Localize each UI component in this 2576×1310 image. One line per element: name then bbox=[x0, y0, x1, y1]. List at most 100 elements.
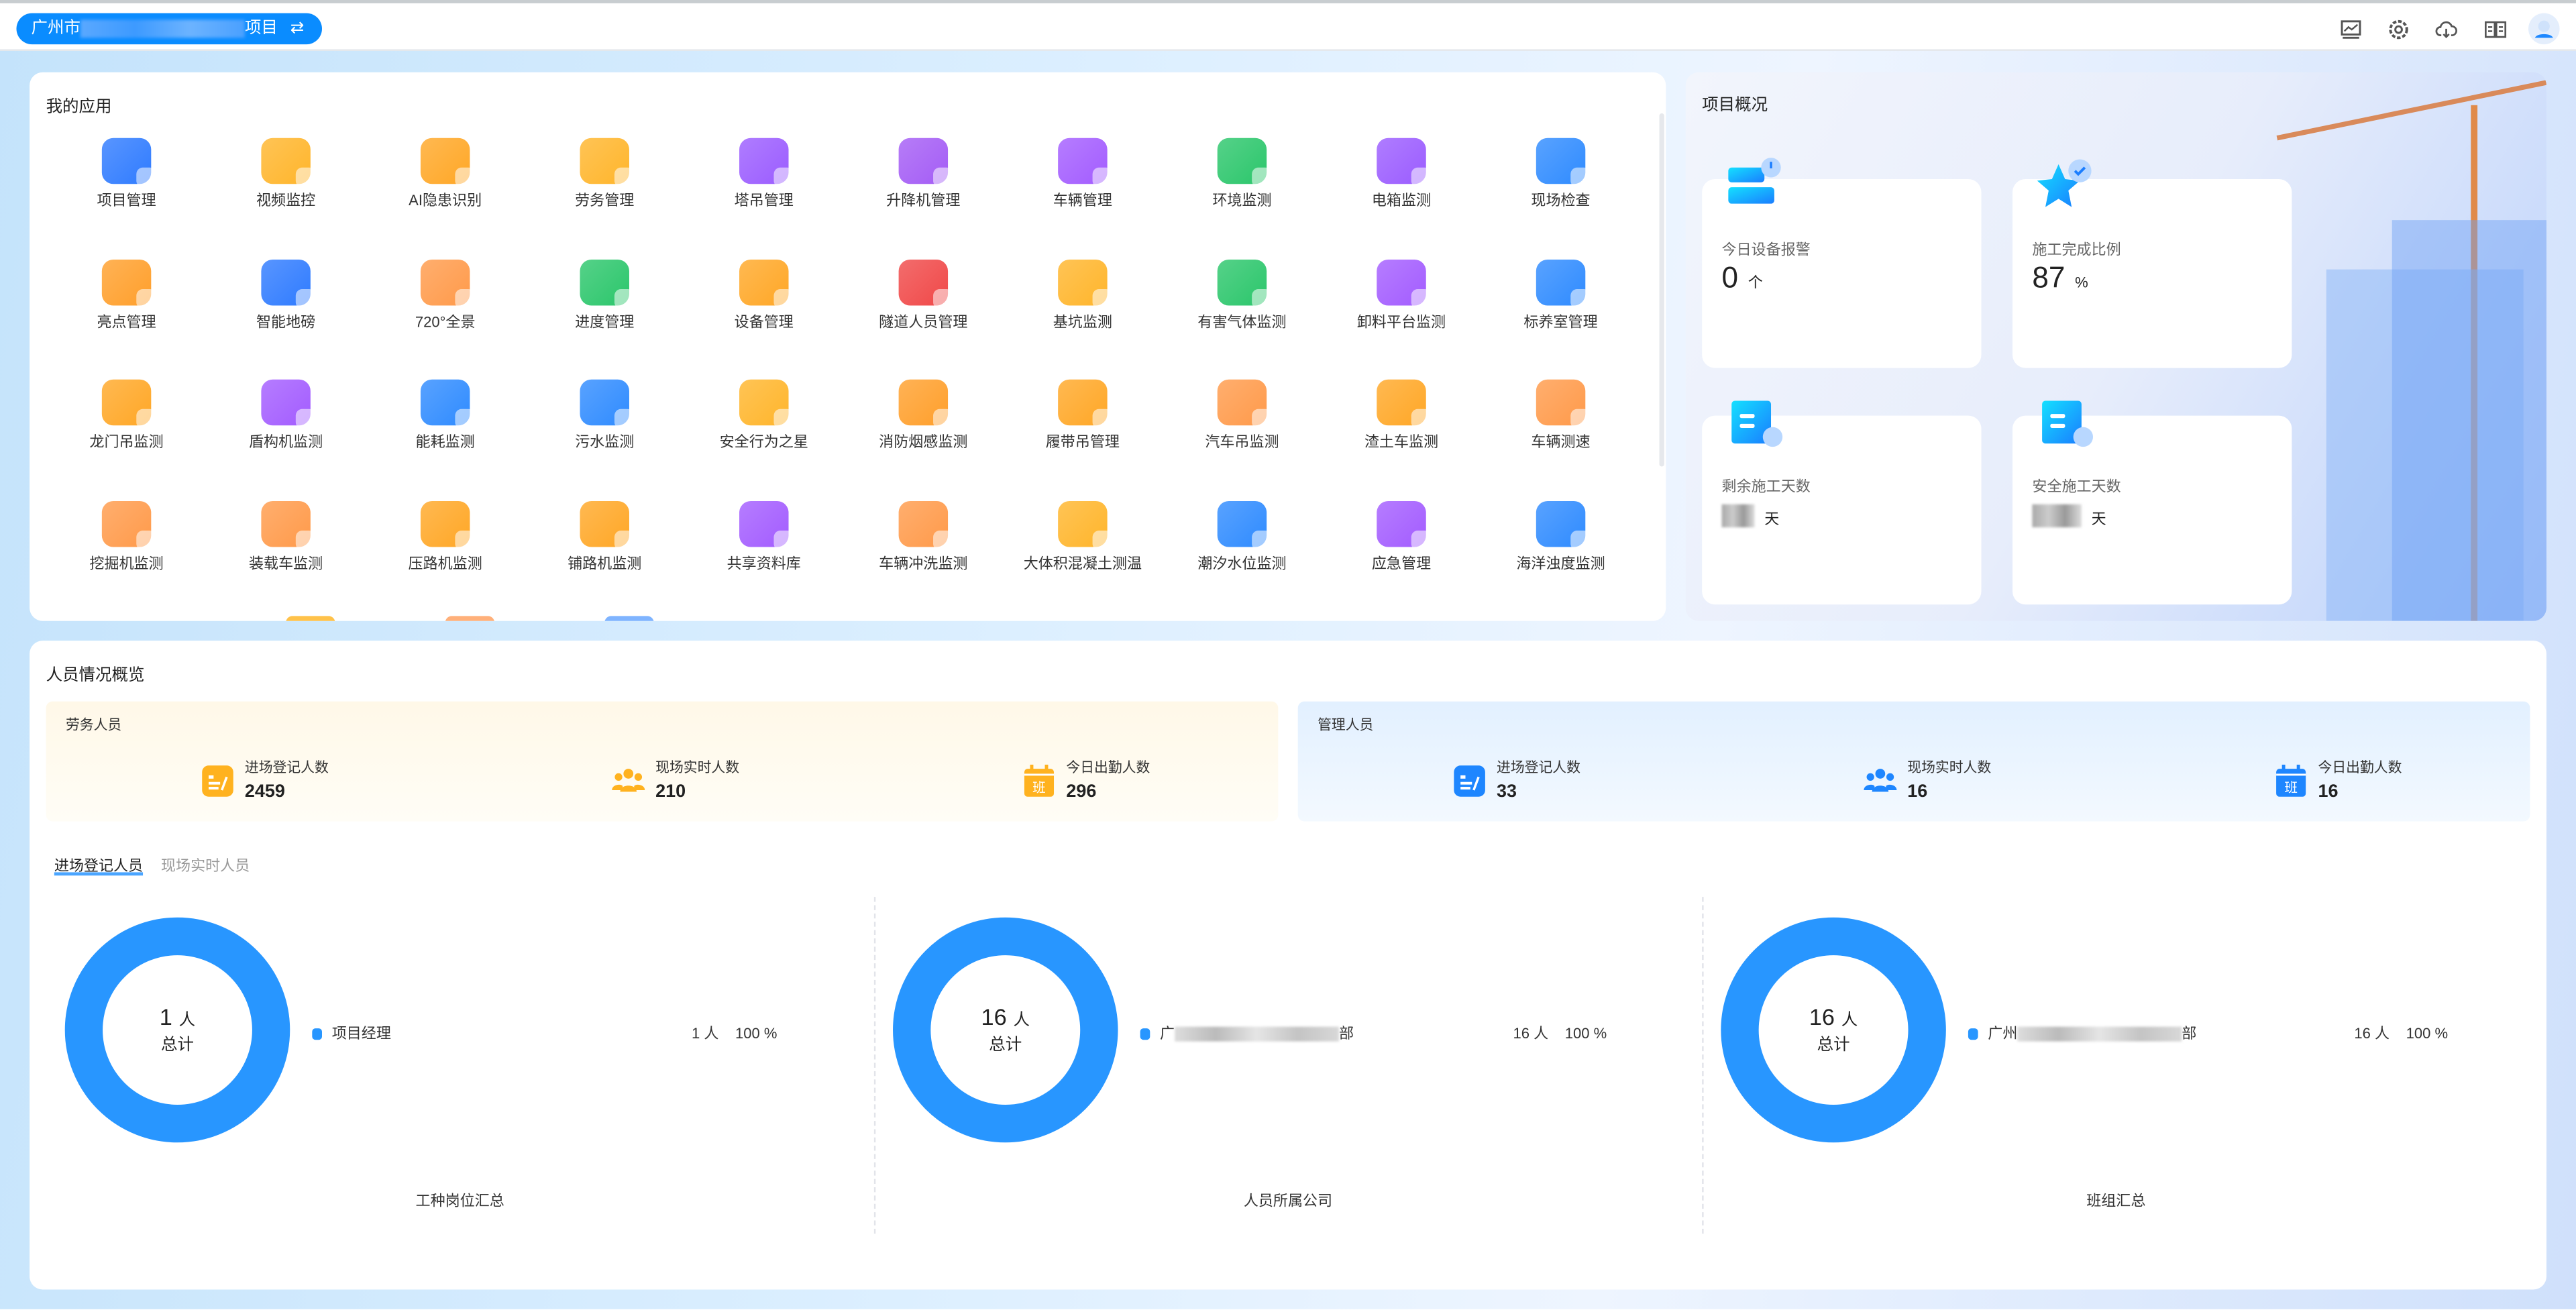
app-label: 能耗监测 bbox=[415, 433, 475, 451]
donut-slice[interactable] bbox=[64, 917, 290, 1143]
app-tile[interactable]: 车辆管理 bbox=[1009, 138, 1157, 211]
register-form-icon bbox=[201, 764, 235, 798]
app-tile[interactable]: 有害气体监测 bbox=[1168, 258, 1316, 331]
app-label: 视频监控 bbox=[256, 192, 316, 209]
donut-total-label: 总计 bbox=[1817, 1036, 1850, 1055]
app-tile[interactable]: 车辆冲洗监测 bbox=[849, 500, 997, 573]
project-name-prefix: 广州市 bbox=[31, 19, 81, 38]
svg-text:班: 班 bbox=[1032, 780, 1046, 795]
tab-registered-personnel[interactable]: 进场登记人员 bbox=[54, 857, 144, 874]
overview-card-value: 天 bbox=[1721, 498, 1779, 532]
user-avatar-icon[interactable] bbox=[2528, 13, 2560, 45]
app-tile[interactable]: 视频监控 bbox=[212, 138, 360, 211]
app-tile[interactable]: 隧道人员管理 bbox=[849, 258, 997, 331]
overview-title: 项目概况 bbox=[1702, 97, 1768, 115]
tab-onsite-personnel[interactable]: 现场实时人员 bbox=[161, 857, 250, 874]
gear-icon[interactable] bbox=[2387, 18, 2410, 41]
app-tile[interactable]: 海洋浊度监测 bbox=[1487, 500, 1634, 573]
app-icon bbox=[101, 500, 156, 550]
app-icon bbox=[261, 258, 316, 309]
project-switcher[interactable]: 广州市 项目 ⇄ bbox=[16, 13, 323, 45]
monitor-chart-icon[interactable] bbox=[2339, 18, 2362, 41]
labor-stats-box: 劳务人员 进场登记人数 2459 现场实时人数 210 班 今日出勤人数 296 bbox=[46, 701, 1279, 822]
app-tile[interactable]: 塔吊管理 bbox=[690, 138, 838, 211]
app-tile[interactable]: 铺路机监测 bbox=[531, 500, 678, 573]
app-icon bbox=[1377, 379, 1432, 429]
app-icon bbox=[1377, 500, 1432, 550]
redacted-value bbox=[1721, 504, 1755, 528]
app-icon bbox=[1217, 258, 1272, 309]
app-icon bbox=[420, 500, 475, 550]
people-group-icon bbox=[611, 764, 645, 798]
project-name-suffix: 项目 bbox=[244, 19, 278, 38]
cloud-download-icon[interactable] bbox=[2434, 18, 2457, 41]
apps-scrollbar[interactable] bbox=[1659, 113, 1664, 467]
svg-text:班: 班 bbox=[2284, 780, 2298, 795]
app-label: 车辆管理 bbox=[1053, 192, 1112, 209]
app-icon bbox=[1536, 379, 1591, 429]
chart-divider bbox=[1702, 897, 1704, 1234]
app-tile[interactable]: 压路机监测 bbox=[371, 500, 519, 573]
app-tile[interactable]: 进度管理 bbox=[531, 258, 678, 331]
app-tile[interactable]: 720°全景 bbox=[371, 258, 519, 331]
app-tile[interactable]: 挖掘机监测 bbox=[52, 500, 200, 573]
register-form-icon bbox=[1452, 764, 1487, 798]
app-tile[interactable]: 渣土车监测 bbox=[1328, 379, 1475, 452]
app-tile[interactable]: 电箱监测 bbox=[1328, 138, 1475, 211]
app-tile[interactable]: 项目管理 bbox=[52, 138, 200, 211]
app-label: 现场检查 bbox=[1531, 192, 1591, 209]
app-label: 共享资料库 bbox=[727, 554, 801, 571]
app-tile[interactable]: 共享资料库 bbox=[690, 500, 838, 573]
legend-item[interactable]: 广部 bbox=[1140, 1022, 1354, 1043]
app-tile[interactable]: 基坑监测 bbox=[1009, 258, 1157, 331]
book-icon[interactable] bbox=[2484, 18, 2507, 41]
app-tile[interactable]: 汽车吊监测 bbox=[1168, 379, 1316, 452]
stat-value: 296 bbox=[1066, 781, 1097, 802]
app-tile[interactable]: 履带吊管理 bbox=[1009, 379, 1157, 452]
app-label: 潮汐水位监测 bbox=[1197, 554, 1287, 571]
app-label: 720°全景 bbox=[415, 313, 476, 330]
stat-label: 进场登记人数 bbox=[1497, 759, 1580, 775]
donut-svg bbox=[1721, 917, 1946, 1143]
legend-item[interactable]: 项目经理 bbox=[312, 1022, 391, 1043]
app-tile[interactable]: 应急管理 bbox=[1328, 500, 1475, 573]
donut-slice[interactable] bbox=[1721, 917, 1946, 1143]
redacted-text bbox=[1175, 1026, 1339, 1042]
donut-slice[interactable] bbox=[893, 917, 1118, 1143]
app-tile[interactable]: 消防烟感监测 bbox=[849, 379, 997, 452]
app-label: 装载车监测 bbox=[248, 554, 323, 571]
app-tile[interactable]: 潮汐水位监测 bbox=[1168, 500, 1316, 573]
app-tile[interactable]: 现场检查 bbox=[1487, 138, 1634, 211]
app-tile[interactable]: 标养室管理 bbox=[1487, 258, 1634, 331]
app-tile[interactable]: 能耗监测 bbox=[371, 379, 519, 452]
app-tile[interactable]: 亮点管理 bbox=[52, 258, 200, 331]
app-icon bbox=[261, 500, 316, 550]
legend-count: 16 人 bbox=[1513, 1025, 1549, 1042]
app-tile[interactable]: 卸料平台监测 bbox=[1328, 258, 1475, 331]
app-icon bbox=[739, 258, 794, 309]
donut-chart: 1 人总计 项目经理 1 人 100 % 工种岗位汇总 bbox=[46, 897, 874, 1234]
app-tile[interactable]: 车辆测速 bbox=[1487, 379, 1634, 452]
legend-marker bbox=[312, 1028, 323, 1040]
app-tile[interactable]: 设备管理 bbox=[690, 258, 838, 331]
app-label: 污水监测 bbox=[575, 433, 635, 451]
legend-item[interactable]: 广州 部 bbox=[1968, 1022, 2196, 1043]
app-tile[interactable]: 升降机管理 bbox=[849, 138, 997, 211]
app-tile[interactable]: 装载车监测 bbox=[212, 500, 360, 573]
app-tile[interactable]: 安全行为之星 bbox=[690, 379, 838, 452]
app-tile[interactable]: 大体积混凝土测温 bbox=[1009, 500, 1157, 573]
app-tile[interactable]: AI隐患识别 bbox=[371, 138, 519, 211]
app-tile[interactable]: 环境监测 bbox=[1168, 138, 1316, 211]
star-check-icon bbox=[2035, 158, 2098, 217]
app-tile[interactable]: 智能地磅 bbox=[212, 258, 360, 331]
app-tile[interactable]: 龙门吊监测 bbox=[52, 379, 200, 452]
app-label: 标养室管理 bbox=[1523, 313, 1598, 330]
legend-label: 广 bbox=[1159, 1025, 1175, 1042]
app-tile[interactable]: 盾构机监测 bbox=[212, 379, 360, 452]
app-icon bbox=[1536, 138, 1591, 188]
app-tile[interactable]: 劳务管理 bbox=[531, 138, 678, 211]
app-tile[interactable]: 污水监测 bbox=[531, 379, 678, 452]
app-icon bbox=[580, 379, 635, 429]
app-icon bbox=[420, 258, 475, 309]
